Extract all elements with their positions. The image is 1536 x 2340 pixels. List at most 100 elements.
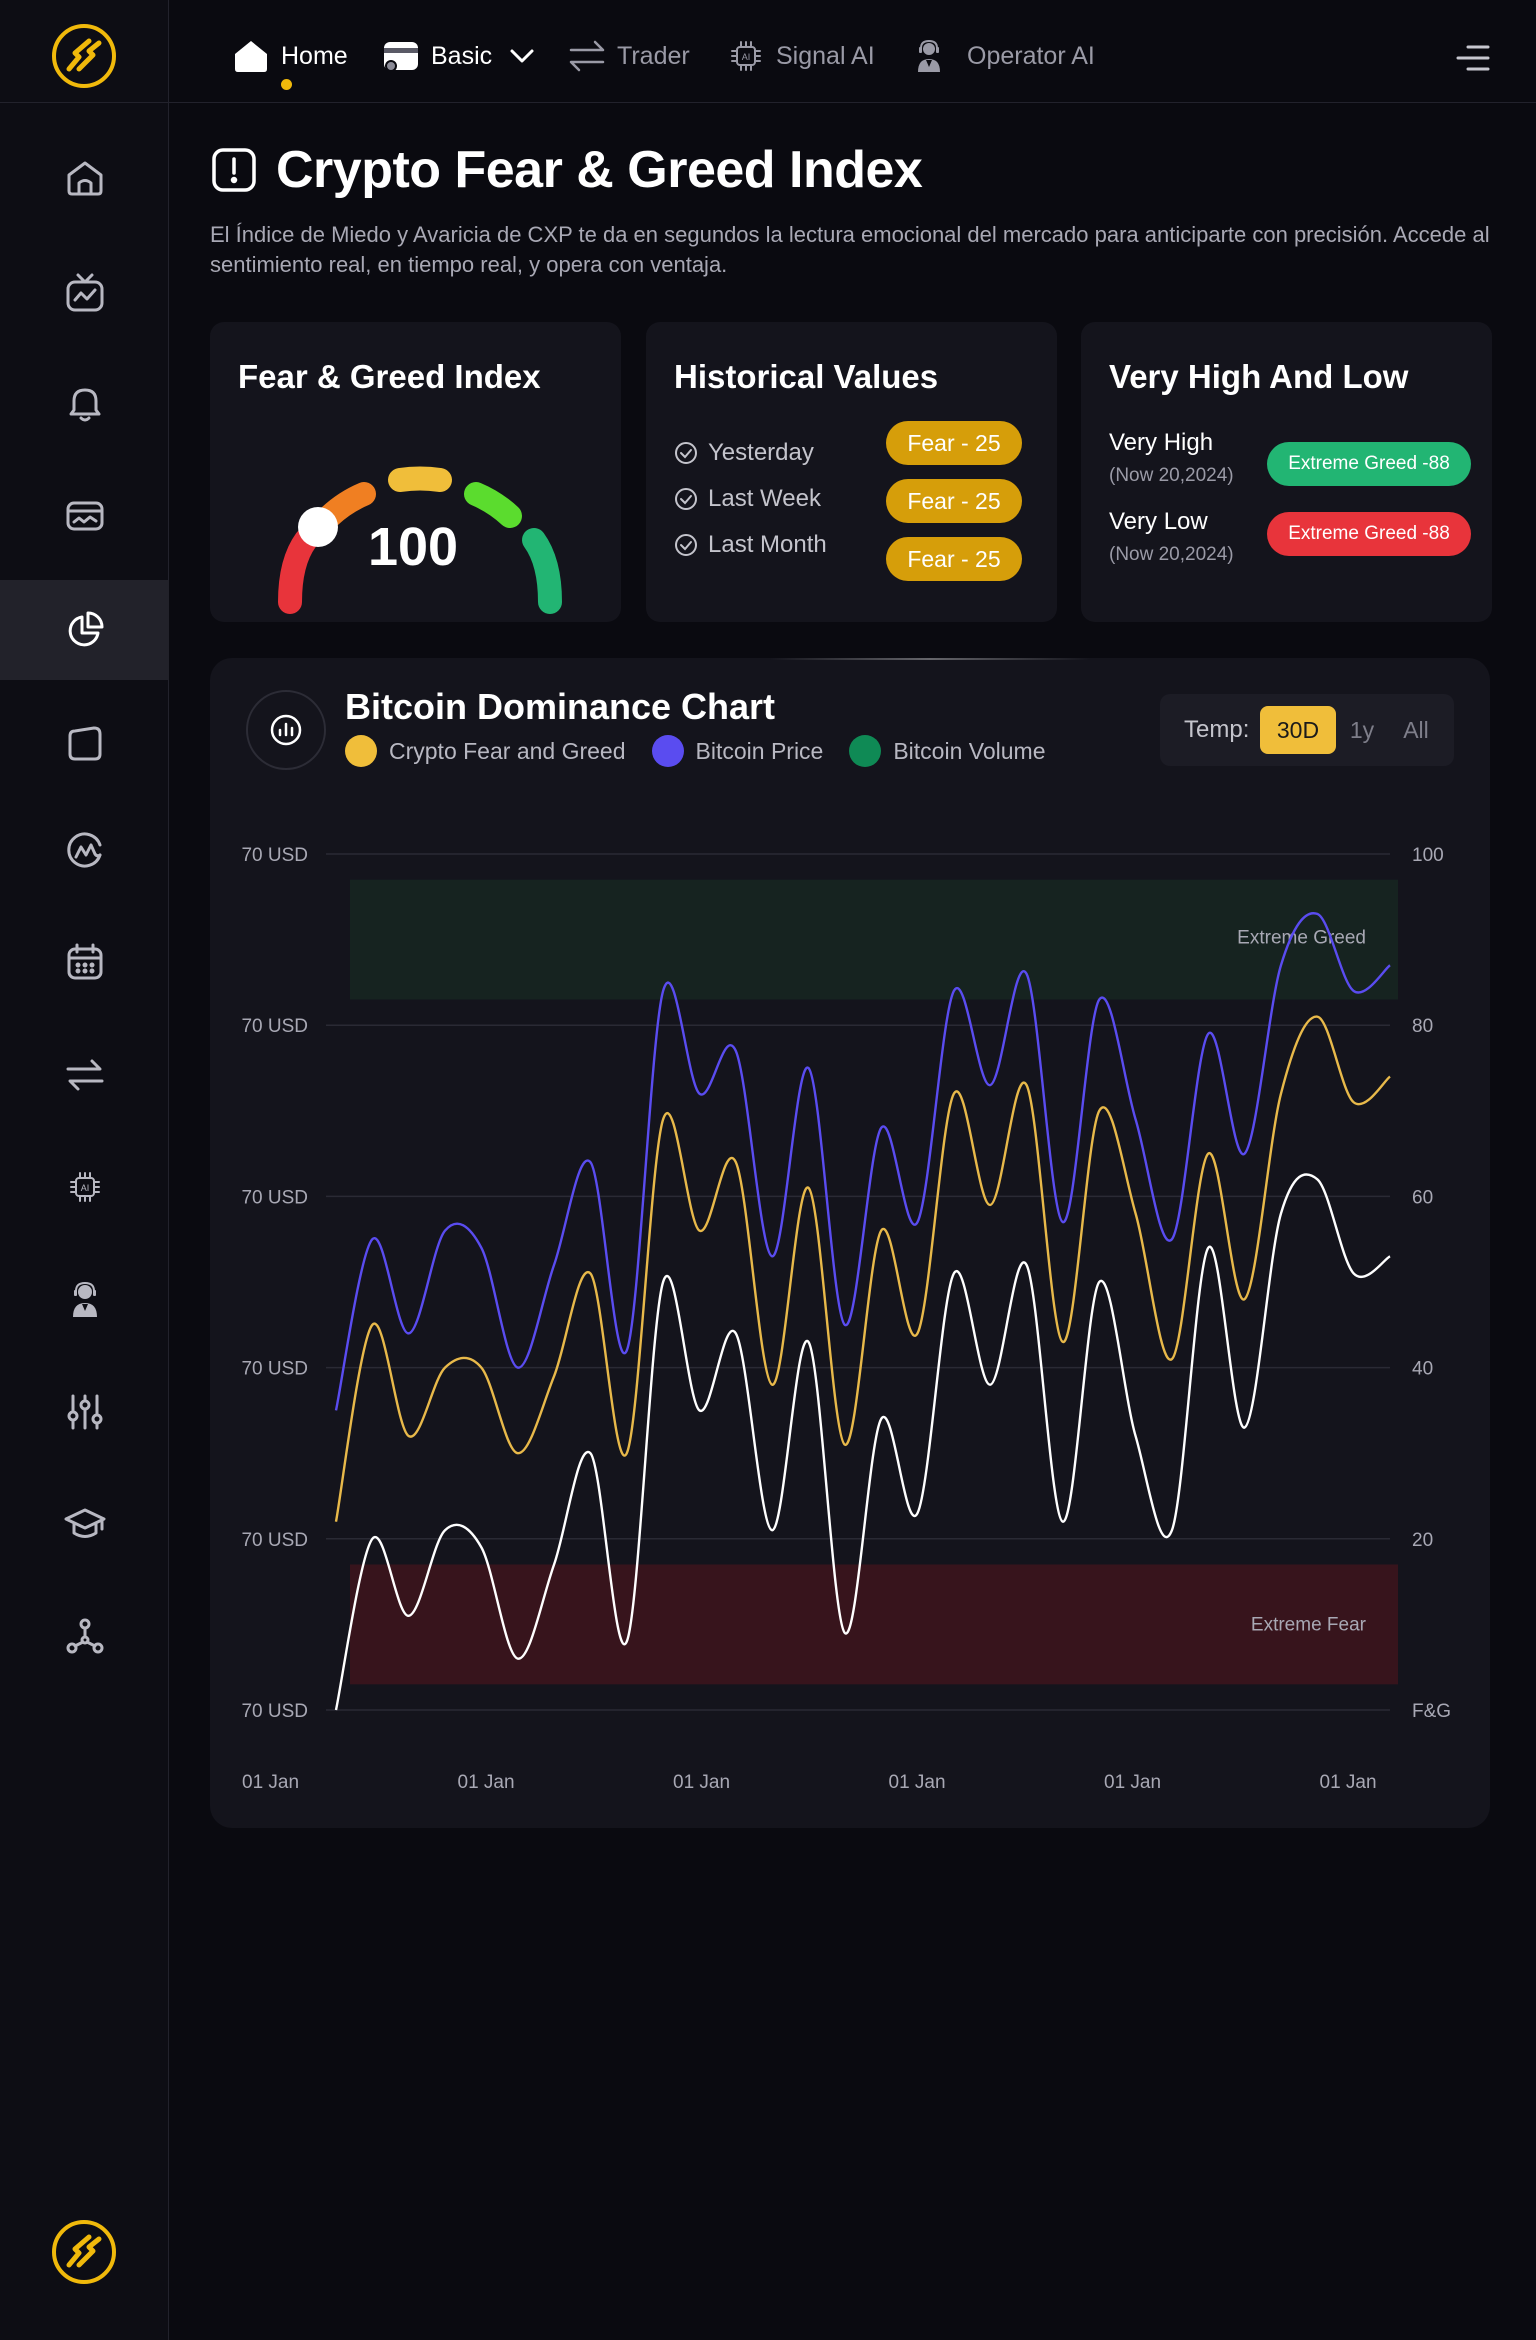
hist-row-yesterday: Yesterday xyxy=(674,439,814,467)
fear-greed-card-title: Fear & Greed Index xyxy=(238,358,541,395)
y-left-tick-label: 70 USD xyxy=(241,845,308,866)
hist-row-last-week: Last Week xyxy=(674,485,821,513)
legend-item-btc-price[interactable]: Bitcoin Price xyxy=(651,735,824,767)
fear-greed-value: 100 xyxy=(367,517,459,577)
high-low-card-title: Very High And Low xyxy=(1109,358,1409,395)
hist-badge-last-month: Fear - 25 xyxy=(886,537,1022,581)
sidebar-item-signal-ai[interactable]: AI xyxy=(0,1137,169,1237)
sidebar-item-alerts[interactable] xyxy=(0,353,169,453)
range-label: Temp: xyxy=(1184,716,1250,743)
swap-icon xyxy=(66,1059,103,1091)
y-left-tick-label: 70 USD xyxy=(241,1530,308,1551)
operator-icon xyxy=(72,1281,97,1317)
nav-basic-label: Basic xyxy=(431,41,493,70)
chevron-down-icon xyxy=(510,49,534,63)
historical-values-card: Historical Values Yesterday Fear - 25 La… xyxy=(646,322,1057,622)
home-icon xyxy=(67,161,102,196)
nav-trader[interactable]: Trader xyxy=(567,36,690,76)
hist-label: Last Month xyxy=(708,531,827,558)
legend-label: Bitcoin Price xyxy=(695,737,824,764)
nav-operator-ai[interactable]: Operator AI xyxy=(909,36,1095,76)
gauge-needle-knob xyxy=(298,507,338,547)
folder-icon xyxy=(68,726,101,761)
nav-signal-ai[interactable]: AI Signal AI xyxy=(726,36,875,76)
sidebar-item-market[interactable] xyxy=(0,800,169,900)
chart-title: Bitcoin Dominance Chart xyxy=(345,686,776,727)
zone-band xyxy=(350,879,1398,1000)
nav-basic-dropdown[interactable]: Basic xyxy=(381,36,542,76)
nav-home[interactable]: Home xyxy=(231,36,348,76)
range-all-button[interactable]: All xyxy=(1403,716,1429,743)
sidebar-item-swap[interactable] xyxy=(0,1025,169,1125)
coinmarket-icon xyxy=(66,832,101,868)
high-low-card: Very High And Low Very High (Now 20,2024… xyxy=(1081,322,1492,622)
sidebar-item-home[interactable] xyxy=(0,128,169,228)
sidebar-item-wallet[interactable] xyxy=(0,466,169,566)
range-1y-button[interactable]: 1y xyxy=(1349,716,1375,743)
nav-home-label: Home xyxy=(281,41,348,70)
y-left-tick-label: 70 USD xyxy=(241,1016,308,1037)
y-left-tick-label: 70 USD xyxy=(241,1701,308,1722)
graduation-cap-icon xyxy=(64,1508,105,1538)
page-description: El Índice de Miedo y Avaricia de CXP te … xyxy=(210,222,1490,277)
very-high-label: Very High xyxy=(1109,429,1214,456)
x-tick-label: 01 Jan xyxy=(242,1772,299,1793)
sidebar-item-settings[interactable] xyxy=(0,1362,169,1462)
hist-badge-yesterday: Fear - 25 xyxy=(886,421,1022,465)
sidebar-item-tv-chart[interactable] xyxy=(0,243,169,343)
bell-icon xyxy=(69,388,100,422)
ai-chip-icon: AI xyxy=(731,41,761,71)
y-right-tick-label: 60 xyxy=(1412,1187,1433,1208)
x-tick-label: 01 Jan xyxy=(458,1772,515,1793)
sidebar-item-analytics[interactable] xyxy=(0,580,169,680)
legend-item-btc-volume[interactable]: Bitcoin Volume xyxy=(849,735,1045,767)
ai-chip-icon: AI xyxy=(69,1172,100,1202)
x-tick-label: 01 Jan xyxy=(673,1772,730,1793)
fear-greed-gauge xyxy=(278,466,562,614)
bitcoin-dominance-chart-card: Bitcoin Dominance Chart Crypto Fear and … xyxy=(210,658,1490,1828)
sidebar-divider xyxy=(0,102,169,103)
very-low-label: Very Low xyxy=(1109,508,1208,535)
x-tick-label: 01 Jan xyxy=(1320,1772,1377,1793)
menu-icon[interactable] xyxy=(1454,40,1490,76)
active-indicator-dot xyxy=(281,79,292,90)
sidebar-item-operator-ai[interactable] xyxy=(0,1250,169,1350)
sidebar: AI xyxy=(0,0,169,2340)
sidebar-item-academy[interactable] xyxy=(0,1474,169,1574)
y-right-tick-label: F&G xyxy=(1412,1701,1451,1722)
line-chart: Extreme Greed Extreme Fear 70 USD 100 70 USD… xyxy=(241,845,1451,1793)
very-high-date: (Now 20,2024) xyxy=(1109,465,1234,486)
x-tick-label: 01 Jan xyxy=(889,1772,946,1793)
series-line-bitcoin-price xyxy=(334,912,1391,1411)
range-30d-button[interactable]: 30D xyxy=(1260,706,1336,754)
top-navigation: Home Basic Trader AI Signal AI Operator … xyxy=(169,0,1536,103)
y-right-tick-label: 80 xyxy=(1412,1016,1433,1037)
series-line-bitcoin-volume xyxy=(334,1173,1391,1711)
nav-operator-ai-label: Operator AI xyxy=(967,41,1095,70)
very-low-badge: Extreme Greed -88 xyxy=(1267,512,1471,556)
historical-card-title: Historical Values xyxy=(674,358,939,395)
sidebar-item-portfolio[interactable] xyxy=(0,693,169,793)
svg-text:AI: AI xyxy=(80,1183,89,1193)
sidebar-item-network[interactable] xyxy=(0,1587,169,1687)
network-icon xyxy=(66,1618,103,1654)
check-circle-icon xyxy=(675,442,697,464)
calendar-icon xyxy=(67,943,102,980)
page-title: Crypto Fear & Greed Index xyxy=(276,141,923,199)
zone-label: Extreme Greed xyxy=(1237,928,1366,949)
legend-item-fear-greed[interactable]: Crypto Fear and Greed xyxy=(345,735,626,767)
very-low-date: (Now 20,2024) xyxy=(1109,544,1234,565)
check-circle-icon xyxy=(675,534,697,556)
series-line-crypto-fear-and-greed xyxy=(334,1015,1391,1522)
sliders-icon xyxy=(67,1394,102,1430)
page-header: Crypto Fear & Greed Index xyxy=(210,140,923,200)
brand-logo-bottom[interactable] xyxy=(51,2219,117,2285)
chart-badge xyxy=(246,690,326,770)
brand-logo[interactable] xyxy=(51,23,117,89)
nav-signal-ai-label: Signal AI xyxy=(776,41,875,70)
tv-chart-icon xyxy=(66,273,103,312)
sidebar-item-calendar[interactable] xyxy=(0,912,169,1012)
hist-badge-last-week: Fear - 25 xyxy=(886,479,1022,523)
alert-icon xyxy=(212,148,256,192)
legend-label: Bitcoin Volume xyxy=(893,737,1046,764)
